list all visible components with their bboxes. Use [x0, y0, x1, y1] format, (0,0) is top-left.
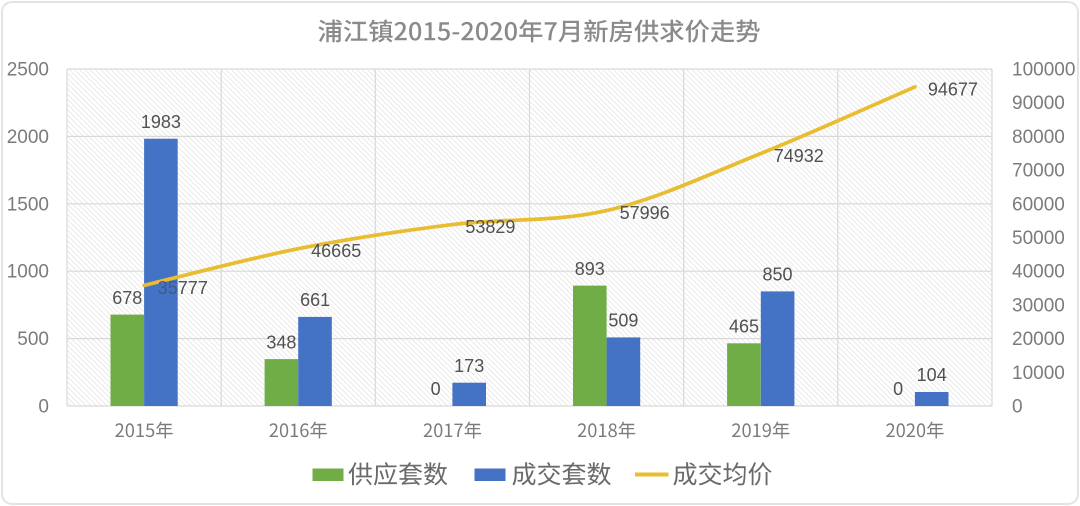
svg-text:10000: 10000	[1012, 363, 1065, 384]
svg-text:20000: 20000	[1012, 329, 1065, 350]
svg-text:2500: 2500	[7, 60, 49, 81]
svg-text:104: 104	[917, 365, 947, 385]
svg-text:509: 509	[608, 311, 638, 331]
svg-text:0: 0	[893, 379, 903, 399]
svg-text:348: 348	[266, 332, 296, 352]
svg-text:35: 35	[158, 278, 178, 298]
svg-text:53829: 53829	[465, 217, 515, 237]
svg-text:678: 678	[112, 288, 142, 308]
svg-text:1000: 1000	[7, 262, 49, 283]
svg-text:465: 465	[729, 317, 759, 337]
svg-text:90000: 90000	[1012, 93, 1065, 114]
svg-text:94677: 94677	[928, 79, 978, 99]
svg-text:0: 0	[431, 379, 441, 399]
svg-text:46665: 46665	[311, 241, 361, 261]
svg-text:100000: 100000	[1012, 60, 1075, 81]
svg-text:80000: 80000	[1012, 127, 1065, 148]
svg-text:1500: 1500	[7, 194, 49, 215]
svg-text:0: 0	[1012, 397, 1023, 418]
svg-text:74932: 74932	[774, 146, 824, 166]
svg-text:70000: 70000	[1012, 161, 1065, 182]
svg-text:173: 173	[454, 356, 484, 376]
svg-text:60000: 60000	[1012, 194, 1065, 215]
svg-text:500: 500	[17, 329, 49, 350]
svg-text:777: 777	[178, 278, 208, 298]
svg-text:30000: 30000	[1012, 295, 1065, 316]
svg-text:1983: 1983	[141, 112, 181, 132]
svg-text:57996: 57996	[620, 203, 670, 223]
svg-text:40000: 40000	[1012, 262, 1065, 283]
svg-text:661: 661	[300, 290, 330, 310]
svg-text:893: 893	[575, 259, 605, 279]
svg-text:850: 850	[762, 265, 792, 285]
svg-text:2000: 2000	[7, 127, 49, 148]
svg-text:50000: 50000	[1012, 228, 1065, 249]
svg-text:0: 0	[38, 397, 49, 418]
